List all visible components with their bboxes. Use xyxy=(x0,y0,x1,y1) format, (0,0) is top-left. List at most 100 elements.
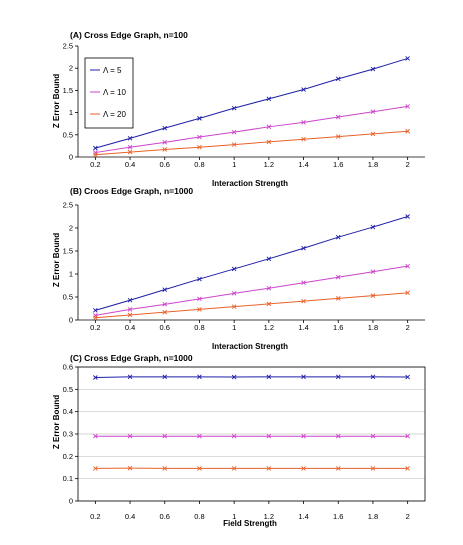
data-point-b-1-7 xyxy=(335,274,341,280)
y-tick-label-a-1: 0.5 xyxy=(63,130,73,139)
data-point-c-1-1 xyxy=(127,433,133,439)
data-point-a-0-0 xyxy=(93,145,98,151)
data-point-b-2-2 xyxy=(162,309,168,315)
x-tick-label-b-7: 1.6 xyxy=(333,323,343,332)
series-line-a-2 xyxy=(95,130,408,156)
data-point-c-2-7 xyxy=(335,466,341,471)
data-point-b-0-8 xyxy=(370,224,376,230)
x-tick-label-b-8: 1.8 xyxy=(368,323,378,332)
data-point-a-1-7 xyxy=(335,114,341,120)
data-point-a-0-9 xyxy=(405,56,410,61)
data-point-b-0-5 xyxy=(266,256,272,262)
x-tick-label-c-3: 0.8 xyxy=(194,512,204,521)
data-point-b-1-4 xyxy=(231,291,237,296)
y-axis-label-a: Z Error Bound xyxy=(52,74,61,128)
x-tick-label-b-3: 0.8 xyxy=(194,323,204,332)
data-point-c-0-5 xyxy=(266,374,272,380)
x-tick-label-c-7: 1.6 xyxy=(333,512,343,521)
data-point-b-0-6 xyxy=(301,245,306,251)
y-tick-label-c-3: 0.3 xyxy=(63,430,73,439)
series-line-c-0 xyxy=(95,376,408,378)
y-tick-label-a-3: 1.5 xyxy=(63,86,73,95)
data-point-a-1-5 xyxy=(266,124,272,130)
x-tick-label-c-8: 1.8 xyxy=(368,512,378,521)
data-point-b-2-5 xyxy=(266,301,272,307)
y-tick-label-c-1: 0.1 xyxy=(63,474,73,483)
x-tick-label-c-2: 0.6 xyxy=(160,512,170,521)
data-point-c-2-5 xyxy=(266,466,272,471)
series-line-b-0 xyxy=(95,216,408,311)
y-tick-label-a-5: 2.5 xyxy=(63,42,73,51)
x-tick-label-a-8: 1.8 xyxy=(368,160,378,169)
data-point-c-2-4 xyxy=(231,466,237,471)
data-point-b-1-5 xyxy=(266,285,272,291)
x-tick-label-a-0: 0.2 xyxy=(90,160,100,169)
chart-title-c: (C) Cross Edge Graph, n=1000 xyxy=(70,353,193,363)
x-tick-label-c-4: 1 xyxy=(232,512,236,521)
data-point-a-2-8 xyxy=(370,131,376,137)
data-point-b-2-4 xyxy=(231,304,237,309)
chart-panel-b: (B) Croos Edge Graph, n=1000 Z Error Bou… xyxy=(52,186,425,351)
data-point-b-1-2 xyxy=(162,302,168,307)
data-point-c-1-8 xyxy=(370,433,376,439)
legend-label-1: Λ = 10 xyxy=(103,88,126,97)
legend-label-2: Λ = 20 xyxy=(103,110,126,119)
x-tick-label-a-3: 0.8 xyxy=(194,160,204,169)
y-tick-label-a-2: 1 xyxy=(69,108,73,117)
x-tick-label-b-2: 0.6 xyxy=(160,323,170,332)
data-point-a-0-1 xyxy=(127,136,133,141)
data-point-b-2-7 xyxy=(335,296,341,301)
data-point-c-0-2 xyxy=(162,374,168,380)
y-tick-label-b-3: 1.5 xyxy=(63,247,73,256)
y-tick-label-c-0: 0 xyxy=(69,497,73,506)
data-point-b-0-4 xyxy=(231,266,237,272)
x-tick-label-a-6: 1.4 xyxy=(298,160,308,169)
data-point-a-0-4 xyxy=(231,105,237,111)
x-tick-label-b-1: 0.4 xyxy=(125,323,135,332)
data-point-b-2-6 xyxy=(301,298,306,304)
x-tick-label-c-6: 1.4 xyxy=(298,512,308,521)
data-point-a-0-6 xyxy=(301,87,306,92)
y-tick-label-a-0: 0 xyxy=(69,153,73,162)
data-point-a-2-0 xyxy=(93,152,98,158)
data-point-a-0-7 xyxy=(335,76,341,82)
data-point-b-2-9 xyxy=(405,290,410,296)
data-point-c-2-8 xyxy=(370,466,376,471)
data-point-b-1-3 xyxy=(197,296,202,302)
chart-title-a: (A) Cross Edge Graph, n=100 xyxy=(70,30,188,40)
x-tick-label-a-5: 1.2 xyxy=(264,160,274,169)
y-tick-label-b-0: 0 xyxy=(69,316,73,325)
data-point-b-2-1 xyxy=(127,312,133,318)
data-point-a-2-1 xyxy=(127,149,133,155)
y-tick-label-c-4: 0.4 xyxy=(63,407,73,416)
data-point-c-1-6 xyxy=(301,433,306,439)
data-point-c-1-3 xyxy=(197,433,202,439)
chart-title-b: (B) Croos Edge Graph, n=1000 xyxy=(70,186,193,196)
data-point-c-2-6 xyxy=(301,466,306,471)
x-tick-label-c-0: 0.2 xyxy=(90,512,100,521)
data-point-b-0-9 xyxy=(405,214,410,219)
data-point-a-1-3 xyxy=(197,134,202,140)
data-point-b-2-3 xyxy=(197,307,202,312)
data-point-c-0-8 xyxy=(370,374,376,380)
data-point-c-0-4 xyxy=(231,374,237,380)
data-point-b-2-8 xyxy=(370,293,376,298)
x-tick-label-c-1: 0.4 xyxy=(125,512,135,521)
data-point-c-2-2 xyxy=(162,466,168,471)
data-point-a-1-9 xyxy=(405,104,410,109)
data-point-a-2-7 xyxy=(335,134,341,139)
y-tick-label-c-2: 0.2 xyxy=(63,452,73,461)
y-tick-label-b-1: 0.5 xyxy=(63,293,73,302)
data-point-a-2-3 xyxy=(197,144,202,150)
data-point-c-2-0 xyxy=(93,466,98,471)
data-point-b-1-9 xyxy=(405,263,410,269)
x-tick-label-c-9: 2 xyxy=(406,512,410,521)
y-tick-label-b-2: 1 xyxy=(69,270,73,279)
x-tick-label-a-9: 2 xyxy=(406,160,410,169)
y-axis-label-c: Z Error Bound xyxy=(52,395,61,449)
x-tick-label-a-4: 1 xyxy=(232,160,236,169)
series-line-b-1 xyxy=(95,265,408,316)
data-point-a-1-6 xyxy=(301,120,306,125)
data-point-b-0-0 xyxy=(93,308,98,313)
data-point-c-1-2 xyxy=(162,433,168,439)
